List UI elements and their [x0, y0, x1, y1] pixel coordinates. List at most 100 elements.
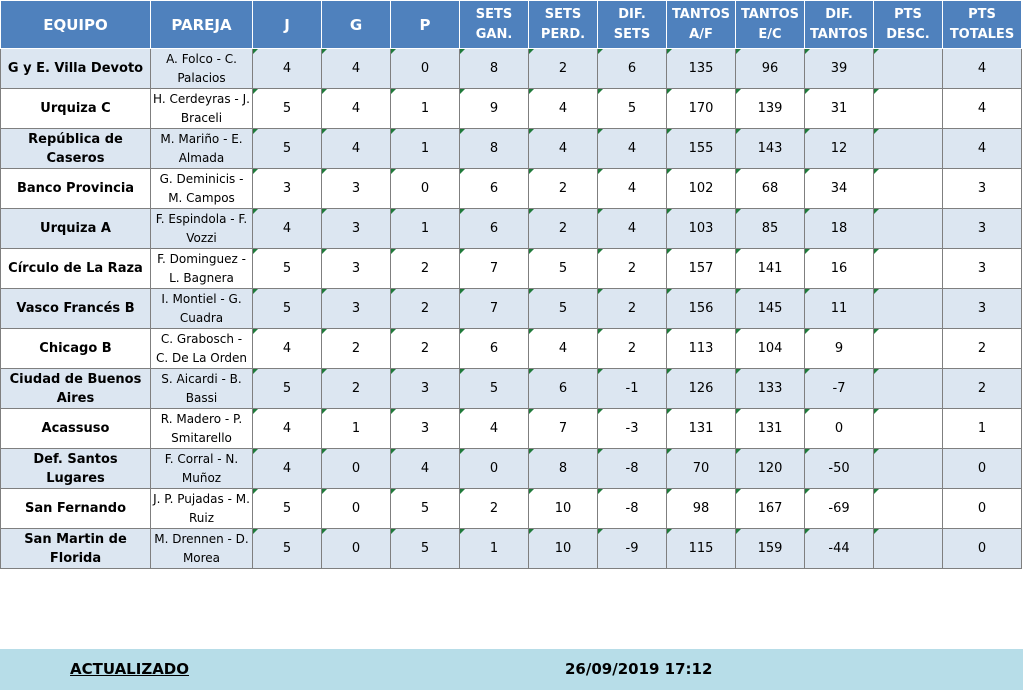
- pts-desc-cell: [873, 88, 943, 129]
- tantos-ec-cell: 96: [735, 48, 805, 89]
- pts-desc-cell: [873, 368, 943, 409]
- pair-cell: M. Drennen - D. Morea: [150, 528, 253, 569]
- tantos-ec-cell: 167: [735, 488, 805, 529]
- column-header-p: P: [390, 0, 460, 49]
- pair-cell: F. Espindola - F. Vozzi: [150, 208, 253, 249]
- pts-totales-cell: 2: [942, 368, 1022, 409]
- pts-desc-cell: [873, 248, 943, 289]
- dif-sets-cell: 2: [597, 248, 667, 289]
- p-cell: 2: [390, 328, 460, 369]
- j-cell: 5: [252, 128, 322, 169]
- dif-tantos-cell: 11: [804, 288, 874, 329]
- g-cell: 0: [321, 528, 391, 569]
- table-row: Ciudad de Buenos Aires S. Aicardi - B. Ba…: [0, 368, 1022, 409]
- tantos-ec-cell: 85: [735, 208, 805, 249]
- tantos-ec-cell: 139: [735, 88, 805, 129]
- tantos-ec-cell: 104: [735, 328, 805, 369]
- p-cell: 5: [390, 528, 460, 569]
- sets-perd-cell: 4: [528, 128, 598, 169]
- team-name-cell: Def. Santos Lugares: [0, 448, 151, 489]
- updated-datetime: 26/09/2019 17:12: [565, 660, 713, 678]
- pair-cell: C. Grabosch - C. De La Orden: [150, 328, 253, 369]
- g-cell: 0: [321, 488, 391, 529]
- g-cell: 4: [321, 128, 391, 169]
- team-name-cell: República de Caseros: [0, 128, 151, 169]
- tantos-af-cell: 70: [666, 448, 736, 489]
- dif-sets-cell: 4: [597, 168, 667, 209]
- team-name-cell: Chicago B: [0, 328, 151, 369]
- sets-perd-cell: 10: [528, 488, 598, 529]
- sets-perd-cell: 2: [528, 208, 598, 249]
- pts-desc-cell: [873, 168, 943, 209]
- sets-gan-cell: 6: [459, 328, 529, 369]
- dif-tantos-cell: 31: [804, 88, 874, 129]
- sets-perd-cell: 10: [528, 528, 598, 569]
- j-cell: 4: [252, 328, 322, 369]
- sets-gan-cell: 7: [459, 248, 529, 289]
- pair-cell: F. Dominguez - L. Bagnera: [150, 248, 253, 289]
- table-row: Def. Santos Lugares F. Corral - N. Muñoz 4…: [0, 448, 1022, 489]
- dif-sets-cell: -8: [597, 488, 667, 529]
- dif-sets-cell: -1: [597, 368, 667, 409]
- sets-gan-cell: 8: [459, 128, 529, 169]
- tantos-af-cell: 131: [666, 408, 736, 449]
- dif-tantos-cell: 34: [804, 168, 874, 209]
- pts-desc-cell: [873, 208, 943, 249]
- tantos-ec-cell: 143: [735, 128, 805, 169]
- pts-totales-cell: 3: [942, 288, 1022, 329]
- pts-totales-cell: 4: [942, 88, 1022, 129]
- g-cell: 3: [321, 288, 391, 329]
- p-cell: 1: [390, 208, 460, 249]
- table-row: Banco Provincia G. Deminicis - M. Campos 3…: [0, 168, 1022, 209]
- table-row: Acassuso R. Madero - P. Smitarello 4 1 3 4 7 -3…: [0, 408, 1022, 449]
- dif-sets-cell: -9: [597, 528, 667, 569]
- tantos-ec-cell: 120: [735, 448, 805, 489]
- dif-sets-cell: 4: [597, 128, 667, 169]
- sets-perd-cell: 4: [528, 328, 598, 369]
- pair-cell: G. Deminicis - M. Campos: [150, 168, 253, 209]
- tantos-ec-cell: 131: [735, 408, 805, 449]
- pts-totales-cell: 1: [942, 408, 1022, 449]
- sets-gan-cell: 9: [459, 88, 529, 129]
- pts-totales-cell: 0: [942, 488, 1022, 529]
- j-cell: 4: [252, 408, 322, 449]
- column-header-pareja: PAREJA: [150, 0, 253, 49]
- team-name-cell: San Martin de Florida: [0, 528, 151, 569]
- tantos-af-cell: 98: [666, 488, 736, 529]
- dif-tantos-cell: -7: [804, 368, 874, 409]
- sets-gan-cell: 4: [459, 408, 529, 449]
- tantos-af-cell: 135: [666, 48, 736, 89]
- table-row: G y E. Villa Devoto A. Folco - C. Palacio…: [0, 48, 1022, 89]
- tantos-af-cell: 115: [666, 528, 736, 569]
- j-cell: 4: [252, 448, 322, 489]
- p-cell: 2: [390, 248, 460, 289]
- tantos-af-cell: 156: [666, 288, 736, 329]
- pts-desc-cell: [873, 408, 943, 449]
- team-name-cell: Urquiza A: [0, 208, 151, 249]
- dif-sets-cell: 4: [597, 208, 667, 249]
- sets-gan-cell: 8: [459, 48, 529, 89]
- tantos-ec-cell: 133: [735, 368, 805, 409]
- sets-gan-cell: 7: [459, 288, 529, 329]
- dif-tantos-cell: 16: [804, 248, 874, 289]
- dif-tantos-cell: -44: [804, 528, 874, 569]
- tantos-ec-cell: 159: [735, 528, 805, 569]
- update-footer: ACTUALIZADO 26/09/2019 17:12: [0, 649, 1023, 690]
- sets-perd-cell: 7: [528, 408, 598, 449]
- tantos-af-cell: 113: [666, 328, 736, 369]
- p-cell: 5: [390, 488, 460, 529]
- sets-perd-cell: 2: [528, 168, 598, 209]
- g-cell: 3: [321, 208, 391, 249]
- tantos-af-cell: 103: [666, 208, 736, 249]
- tantos-af-cell: 102: [666, 168, 736, 209]
- tantos-af-cell: 155: [666, 128, 736, 169]
- team-name-cell: Ciudad de Buenos Aires: [0, 368, 151, 409]
- column-header-equipo: EQUIPO: [0, 0, 151, 49]
- pts-desc-cell: [873, 528, 943, 569]
- tantos-ec-cell: 68: [735, 168, 805, 209]
- pts-totales-cell: 2: [942, 328, 1022, 369]
- pts-desc-cell: [873, 288, 943, 329]
- sets-perd-cell: 4: [528, 88, 598, 129]
- column-header-dif-tantos: DIF. TANTOS: [804, 0, 874, 49]
- dif-tantos-cell: 12: [804, 128, 874, 169]
